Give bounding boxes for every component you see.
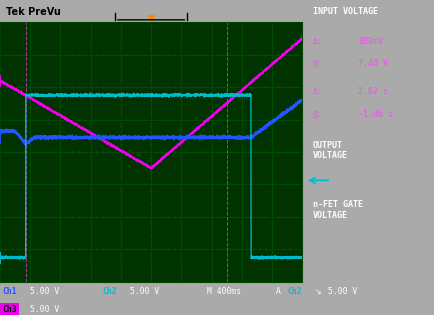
Text: @:: @: [312, 59, 322, 68]
Text: M 400ms: M 400ms [206, 287, 240, 296]
Text: OUTPUT
VOLTAGE: OUTPUT VOLTAGE [312, 141, 347, 160]
Text: 2.62 s: 2.62 s [357, 87, 387, 96]
Text: 5.00 V: 5.00 V [30, 305, 59, 313]
Text: Ch1: Ch1 [2, 287, 17, 296]
Text: Δ:: Δ: [312, 37, 322, 46]
Text: A: A [276, 287, 280, 296]
Text: Ch3: Ch3 [2, 305, 17, 313]
Text: Δ:: Δ: [312, 87, 322, 96]
Text: 5.00 V: 5.00 V [130, 287, 159, 296]
Text: -1.46 s: -1.46 s [357, 110, 392, 119]
Text: 5.00 V: 5.00 V [30, 287, 59, 296]
Text: Ch2: Ch2 [102, 287, 117, 296]
Text: INPUT VOLTAGE: INPUT VOLTAGE [312, 7, 377, 16]
Text: Ch2: Ch2 [286, 287, 301, 296]
Text: 800mV: 800mV [357, 37, 382, 46]
Text: 5.00 V: 5.00 V [328, 287, 357, 296]
Text: @:: @: [312, 110, 322, 119]
Text: n-FET GATE
VOLTAGE: n-FET GATE VOLTAGE [312, 200, 362, 220]
Text: 7.40 V: 7.40 V [357, 59, 387, 68]
Text: ↘: ↘ [315, 287, 322, 296]
Text: Tek PreVu: Tek PreVu [6, 7, 61, 17]
